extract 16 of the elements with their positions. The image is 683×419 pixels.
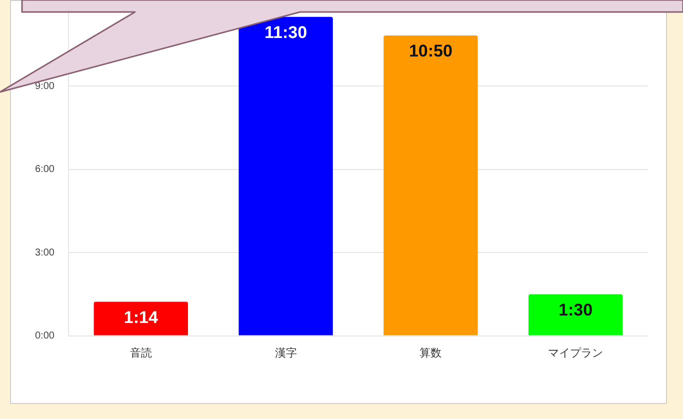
bar [238,16,333,336]
bar [528,294,623,336]
y-tick-label: 3:00 [34,247,55,258]
data-label: 10:50 [408,42,452,61]
y-tick-label: 6:00 [34,164,55,176]
x-tick-label: 算数 [420,346,442,360]
data-label: 11:30 [264,23,308,42]
data-label: 1:14 [124,308,158,327]
y-tick-label: 9:00 [34,80,55,92]
data-label: 1:30 [558,300,593,320]
y-tick-label: 0:00 [34,330,55,342]
x-tick-label: マイプラン [548,346,604,360]
bar [94,302,188,336]
bar [384,35,478,336]
x-tick-label: 音読 [130,346,152,360]
x-tick-label: 漢字 [274,346,297,360]
